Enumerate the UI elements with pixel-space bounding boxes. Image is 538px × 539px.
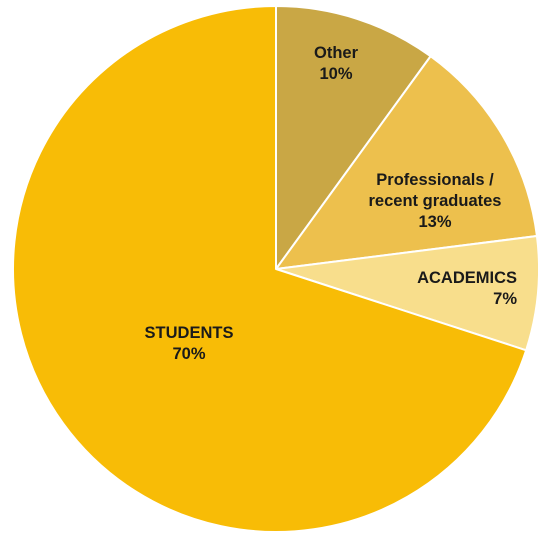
slice-name-professionals-recent-graduates: recent graduates bbox=[369, 192, 502, 210]
slice-percent-students: 70% bbox=[172, 345, 205, 363]
pie-labels: Other 10% Professionals / recent graduates 1… bbox=[145, 44, 518, 363]
slice-percent-academics: 7% bbox=[493, 290, 517, 308]
slice-label-academics: ACADEMICS 7% bbox=[417, 269, 517, 308]
pie-slices bbox=[12, 5, 538, 533]
pie-slice-professionals-recent-graduates bbox=[275, 55, 538, 270]
slice-label-professionals-recent-graduates: Professionals / recent graduates 13% bbox=[369, 171, 502, 231]
slice-name-academics: ACADEMICS bbox=[417, 269, 517, 287]
pie-slice-students bbox=[12, 5, 528, 533]
pie-slice-other bbox=[275, 5, 432, 270]
slice-percent-professionals-recent-graduates: 13% bbox=[418, 213, 451, 231]
slice-percent-other: 10% bbox=[319, 65, 352, 83]
slice-label-students: STUDENTS 70% bbox=[145, 324, 234, 363]
slice-name-professionals-recent-graduates: Professionals / bbox=[376, 171, 494, 189]
slice-name-other: Other bbox=[314, 44, 359, 62]
slice-label-other: Other 10% bbox=[314, 44, 359, 83]
slice-name-students: STUDENTS bbox=[145, 324, 234, 342]
